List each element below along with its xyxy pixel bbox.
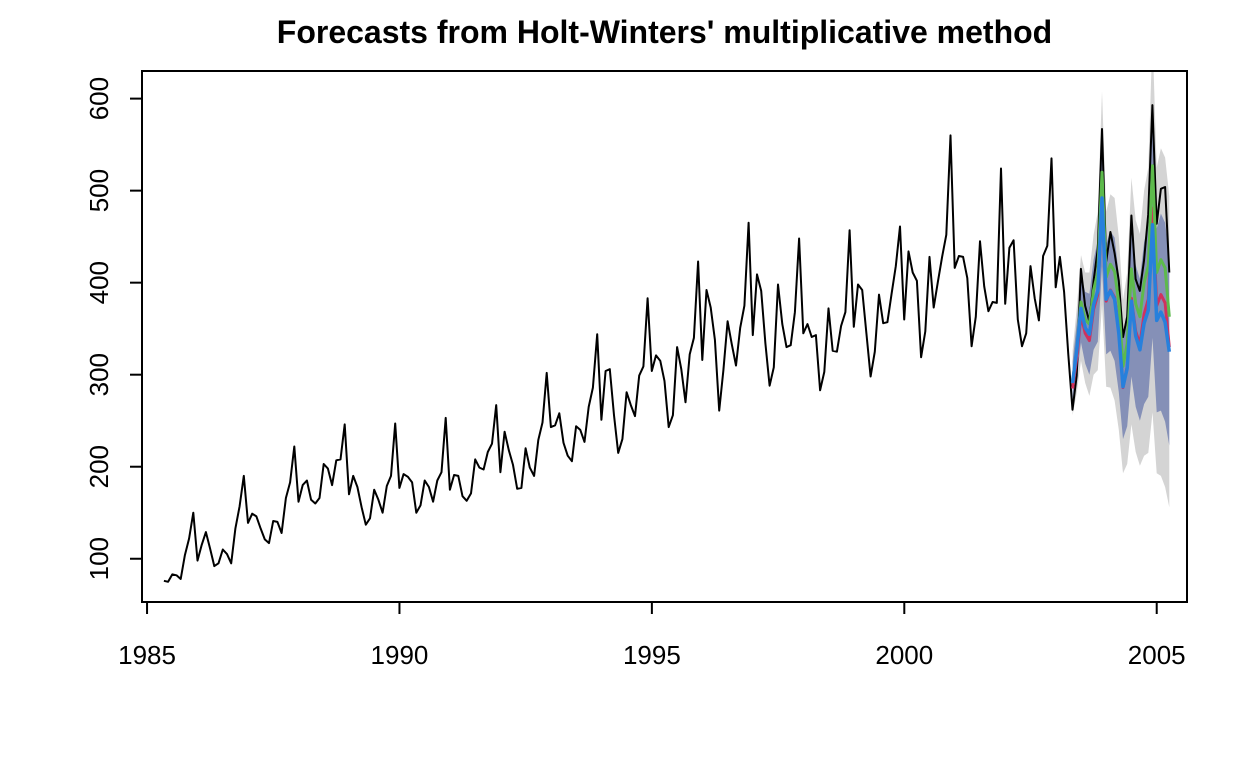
x-tick-label: 2005	[1128, 640, 1186, 670]
y-tick-label: 600	[84, 77, 114, 120]
y-tick-label: 500	[84, 169, 114, 212]
y-tick-label: 200	[84, 445, 114, 488]
interval-80-band	[1072, 111, 1170, 446]
y-tick-label: 300	[84, 353, 114, 396]
x-tick-label: 2000	[875, 640, 933, 670]
y-tick-label: 100	[84, 537, 114, 580]
observed-series-line	[163, 104, 1171, 583]
chart-title: Forecasts from Holt-Winters' multiplicat…	[276, 14, 1053, 50]
x-tick-label: 1985	[118, 640, 176, 670]
y-tick-label: 400	[84, 261, 114, 304]
x-tick-label: 1990	[371, 640, 429, 670]
plot-area	[163, 71, 1172, 583]
plot-frame	[141, 70, 1188, 603]
forecast-blue-line	[1070, 196, 1172, 389]
x-tick-label: 1995	[623, 640, 681, 670]
forecast-green-line	[1071, 164, 1171, 383]
